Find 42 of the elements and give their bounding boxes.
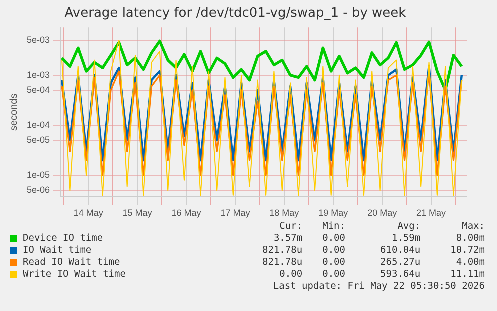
x-tick-label: 20 May	[368, 208, 398, 218]
y-tick-label: 1e-03	[26, 70, 50, 80]
text: 0.00	[322, 245, 346, 257]
legend-label: IO Wait time	[22, 245, 93, 257]
text: 10.72m	[450, 245, 485, 257]
text: 821.78u	[262, 245, 303, 257]
text: 265.27u	[380, 257, 421, 269]
legend-label: Device IO time	[22, 233, 104, 245]
x-tick-label: 14 May	[74, 208, 104, 218]
x-tick-label: 15 May	[122, 208, 153, 218]
text: 8.00m	[455, 233, 485, 245]
legend-label: Read IO Wait time	[22, 257, 122, 269]
text: 610.04u	[380, 245, 421, 257]
x-tick-label: 19 May	[318, 208, 349, 218]
text: 0.00	[278, 269, 303, 281]
text: 0.00	[322, 269, 346, 281]
text: Cur:	[278, 221, 303, 233]
text: 0.00	[322, 233, 346, 245]
text: Last update: Fri May 22 05:30:50 2026	[272, 281, 485, 293]
text: Max:	[461, 221, 485, 233]
x-tick-label: 17 May	[220, 208, 251, 218]
text: Avg:	[396, 221, 421, 233]
text: 593.64u	[380, 269, 421, 281]
text: 821.78u	[262, 257, 303, 269]
text: 11.11m	[450, 269, 485, 281]
x-tick-label: 21 May	[416, 208, 447, 218]
x-tick-label: 18 May	[270, 208, 300, 218]
text: Min:	[322, 221, 346, 233]
chart-title: Average latency for /dev/tdc01-vg/swap_1 - by week	[64, 6, 407, 22]
y-tick-label: 1e-04	[26, 120, 50, 130]
y-tick-label: 1e-05	[26, 170, 50, 180]
y-tick-label: 5e-03	[26, 34, 50, 45]
text: 1.59m	[390, 233, 421, 245]
text: 3.57m	[272, 233, 303, 245]
text: 0.00	[322, 257, 346, 269]
y-axis-title: seconds	[8, 94, 20, 132]
y-tick-label: 5e-04	[26, 84, 50, 95]
text: 4.00m	[455, 257, 485, 269]
y-tick-label: 5e-06	[26, 185, 50, 196]
y-tick-label: 5e-05	[26, 135, 50, 146]
x-tick-label: 16 May	[172, 208, 202, 218]
legend-label: Write IO Wait time	[22, 269, 127, 281]
